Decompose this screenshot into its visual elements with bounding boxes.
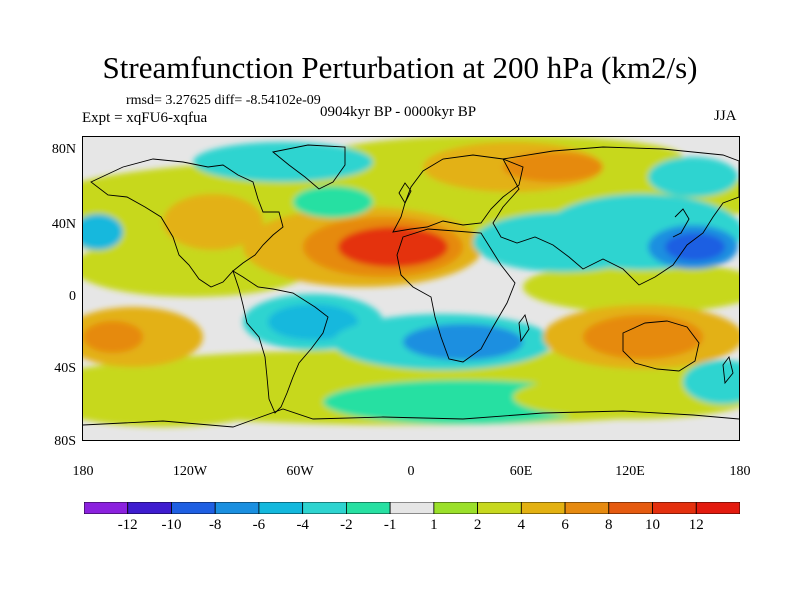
x-tick-label: 60E <box>509 464 533 479</box>
coast-japan <box>672 208 690 238</box>
y-tick-label: 0 <box>69 289 76 304</box>
colorbar-boxes <box>84 502 740 514</box>
colorbar-box <box>258 502 304 514</box>
coast-north-america <box>90 158 284 288</box>
colorbar <box>84 502 740 514</box>
chart-title: Streamfunction Perturbation at 200 hPa (… <box>102 50 698 85</box>
colorbar-label: -2 <box>340 517 353 533</box>
anomaly-blob <box>403 324 523 360</box>
colorbar-box <box>127 502 172 514</box>
x-tick-label: 120E <box>615 464 645 479</box>
coast-antarctica <box>83 408 739 428</box>
colorbar-label: -6 <box>252 517 266 533</box>
y-tick-label: 40S <box>54 361 76 376</box>
x-tick-label: 60W <box>286 464 314 479</box>
anomaly-blob <box>503 152 603 182</box>
colorbar-label: 12 <box>688 517 704 533</box>
stats-line: rmsd= 3.27625 diff= -8.54102e-09 <box>126 93 321 108</box>
anomaly-blob <box>83 321 143 353</box>
x-tick-label: 180 <box>72 464 94 479</box>
colorbar-box <box>433 502 478 514</box>
coast-uk <box>398 182 412 204</box>
y-tick-label: 80N <box>51 142 76 157</box>
colorbar-label: 1 <box>430 517 438 533</box>
anomaly-blob <box>338 227 448 267</box>
colorbar-box <box>389 502 435 514</box>
coast-greenland <box>271 144 346 190</box>
colorbar-box <box>345 502 391 514</box>
season-label: JJA <box>714 108 737 124</box>
anomaly-blob <box>583 315 703 359</box>
colorbar-label: 2 <box>473 517 482 533</box>
colorbar-box <box>84 502 129 514</box>
coast-asia <box>492 146 739 286</box>
period-label: 0904kyr BP - 0000kyr BP <box>320 104 477 120</box>
x-tick-label: 0 <box>407 464 415 479</box>
anomaly-blob <box>683 360 739 404</box>
colorbar-box <box>302 502 347 514</box>
map-panel <box>82 136 740 441</box>
colorbar-box <box>608 502 653 514</box>
anomaly-blob <box>83 214 123 250</box>
coastlines <box>83 144 739 428</box>
colorbar-box <box>695 502 740 514</box>
colorbar-label: -1 <box>383 517 397 533</box>
y-tick-label: 80S <box>54 434 76 449</box>
anomaly-blob <box>665 233 725 261</box>
coast-madagascar <box>518 314 530 343</box>
anomaly-blob <box>648 157 738 197</box>
colorbar-box <box>171 502 216 514</box>
coast-new-zealand <box>722 355 734 385</box>
colorbar-box <box>477 502 522 514</box>
anomaly-blob <box>523 261 739 313</box>
colorbar-label: 8 <box>605 517 613 533</box>
colorbar-label: 10 <box>645 517 660 533</box>
colorbar-label: -10 <box>161 517 182 533</box>
anomaly-fields <box>83 137 739 427</box>
anomaly-blob <box>293 186 373 218</box>
colorbar-label: -12 <box>117 517 138 533</box>
anomaly-blob <box>193 142 373 182</box>
contour-map <box>83 137 739 440</box>
coast-africa <box>396 228 516 363</box>
colorbar-label: 4 <box>517 517 526 533</box>
colorbar-label: -4 <box>296 517 309 533</box>
anomaly-blob <box>513 375 739 419</box>
anomaly-blob <box>268 304 358 340</box>
colorbar-box <box>652 502 697 514</box>
anomaly-blob <box>163 194 263 250</box>
x-tick-label: 120W <box>172 464 208 479</box>
colorbar-box <box>520 502 566 514</box>
colorbar-label: 6 <box>561 517 569 533</box>
experiment-label: Expt = xqFU6-xqfua <box>82 110 208 126</box>
x-tick-label: 180 <box>729 464 751 479</box>
coast-south-america <box>232 269 329 414</box>
colorbar-label: -8 <box>208 517 222 533</box>
colorbar-box <box>564 502 610 514</box>
coast-australia <box>622 320 700 372</box>
y-tick-label: 40N <box>51 217 76 232</box>
colorbar-box <box>214 502 260 514</box>
